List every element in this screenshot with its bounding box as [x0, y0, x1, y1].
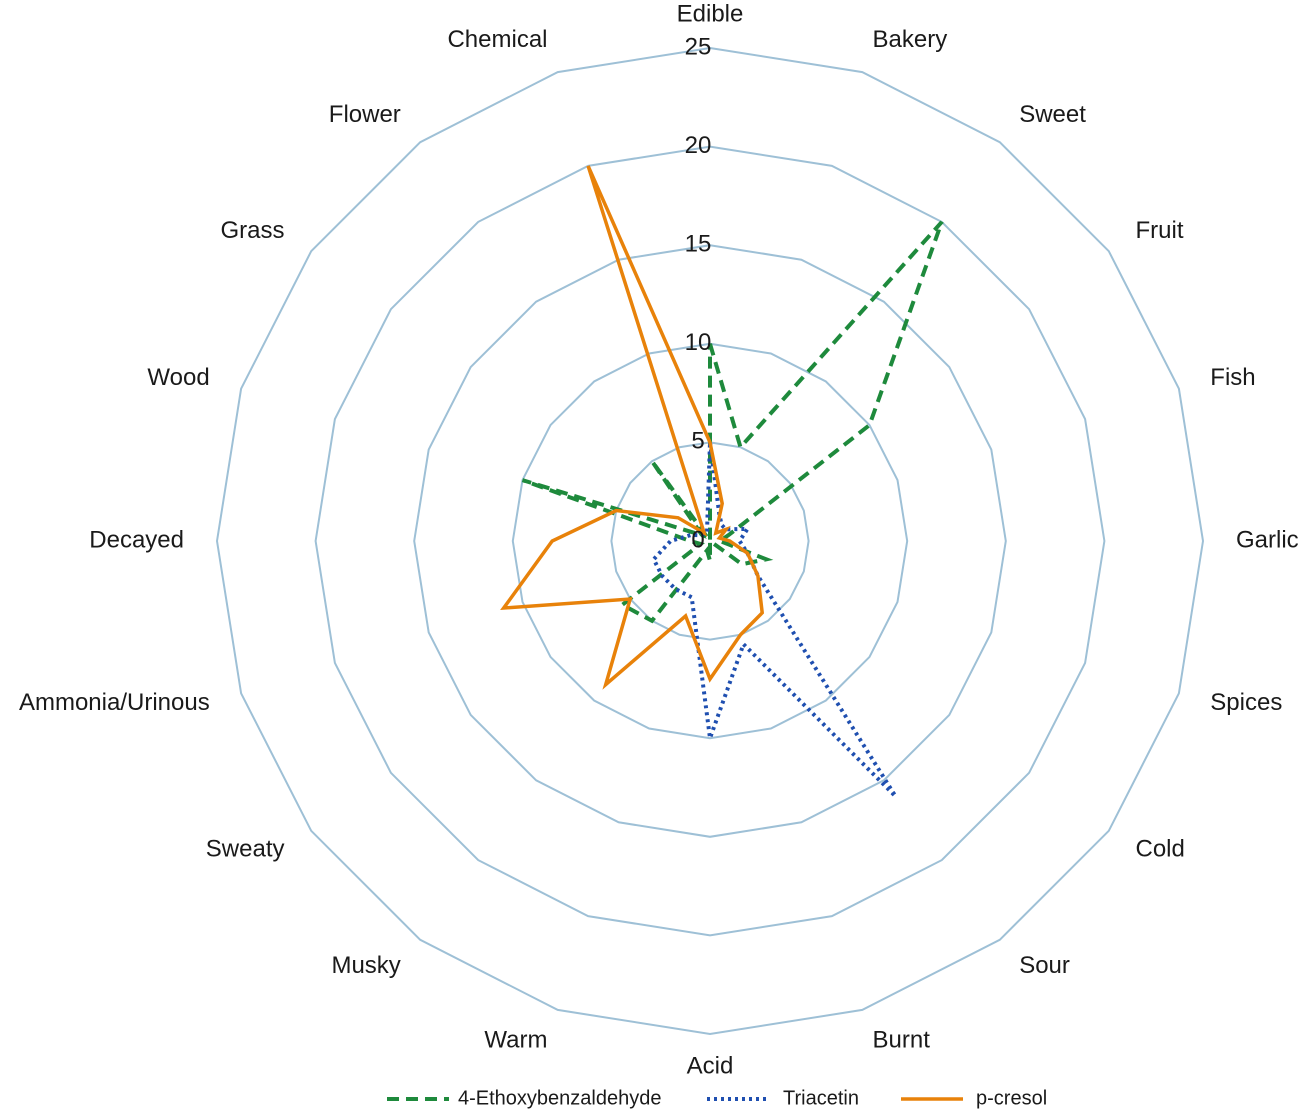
category-label-acid: Acid: [687, 1052, 734, 1079]
grid-ring-25: [215, 46, 1205, 1036]
category-label-flower: Flower: [329, 101, 401, 128]
series-4-ethoxybenzaldehyde: [521, 220, 944, 624]
radar-grid: [215, 46, 1205, 1036]
legend: 4-Ethoxybenzaldehyde Triacetin p-cresol: [387, 1087, 1047, 1109]
category-label-sweet: Sweet: [1019, 101, 1086, 128]
grid-ring-10: [511, 342, 909, 740]
tick-label-5: 5: [691, 428, 704, 455]
grid-ring-15: [413, 244, 1007, 838]
category-label-chemical: Chemical: [447, 26, 547, 53]
series-p-cresol: [500, 165, 765, 690]
category-label-bakery: Bakery: [873, 26, 948, 53]
category-labels: Edible Bakery Sweet Fruit Fish Garlic Spices Co…: [19, 0, 1299, 1079]
radial-tick-labels: 0 5 10 15 20 25: [685, 33, 712, 553]
category-label-burnt: Burnt: [873, 1027, 931, 1054]
legend-label-triacetin: Triacetin: [783, 1087, 859, 1109]
legend-label-4-ethoxybenzaldehyde: 4-Ethoxybenzaldehyde: [458, 1087, 661, 1109]
category-label-spices: Spices: [1210, 689, 1282, 716]
category-label-cold: Cold: [1136, 836, 1185, 863]
series-triacetin: [651, 442, 898, 798]
category-label-edible: Edible: [677, 0, 744, 27]
category-label-ammonia-urinous: Ammonia/Urinous: [19, 689, 210, 716]
tick-label-10: 10: [685, 329, 712, 356]
tick-label-25: 25: [685, 33, 712, 60]
category-label-garlic: Garlic: [1236, 526, 1299, 553]
category-label-wood: Wood: [147, 364, 209, 391]
data-series: [500, 165, 944, 798]
category-label-grass: Grass: [220, 217, 284, 244]
grid-ring-5: [610, 441, 810, 641]
tick-label-20: 20: [685, 132, 712, 159]
category-label-warm: Warm: [484, 1027, 547, 1054]
category-label-musky: Musky: [331, 952, 400, 979]
category-label-sweaty: Sweaty: [206, 836, 285, 863]
legend-label-p-cresol: p-cresol: [976, 1087, 1047, 1109]
grid-ring-20: [314, 145, 1106, 937]
category-label-fruit: Fruit: [1136, 217, 1184, 244]
category-label-sour: Sour: [1019, 952, 1070, 979]
tick-label-0: 0: [691, 526, 704, 553]
category-label-decayed: Decayed: [89, 526, 184, 553]
tick-label-15: 15: [685, 231, 712, 258]
category-label-fish: Fish: [1210, 364, 1255, 391]
